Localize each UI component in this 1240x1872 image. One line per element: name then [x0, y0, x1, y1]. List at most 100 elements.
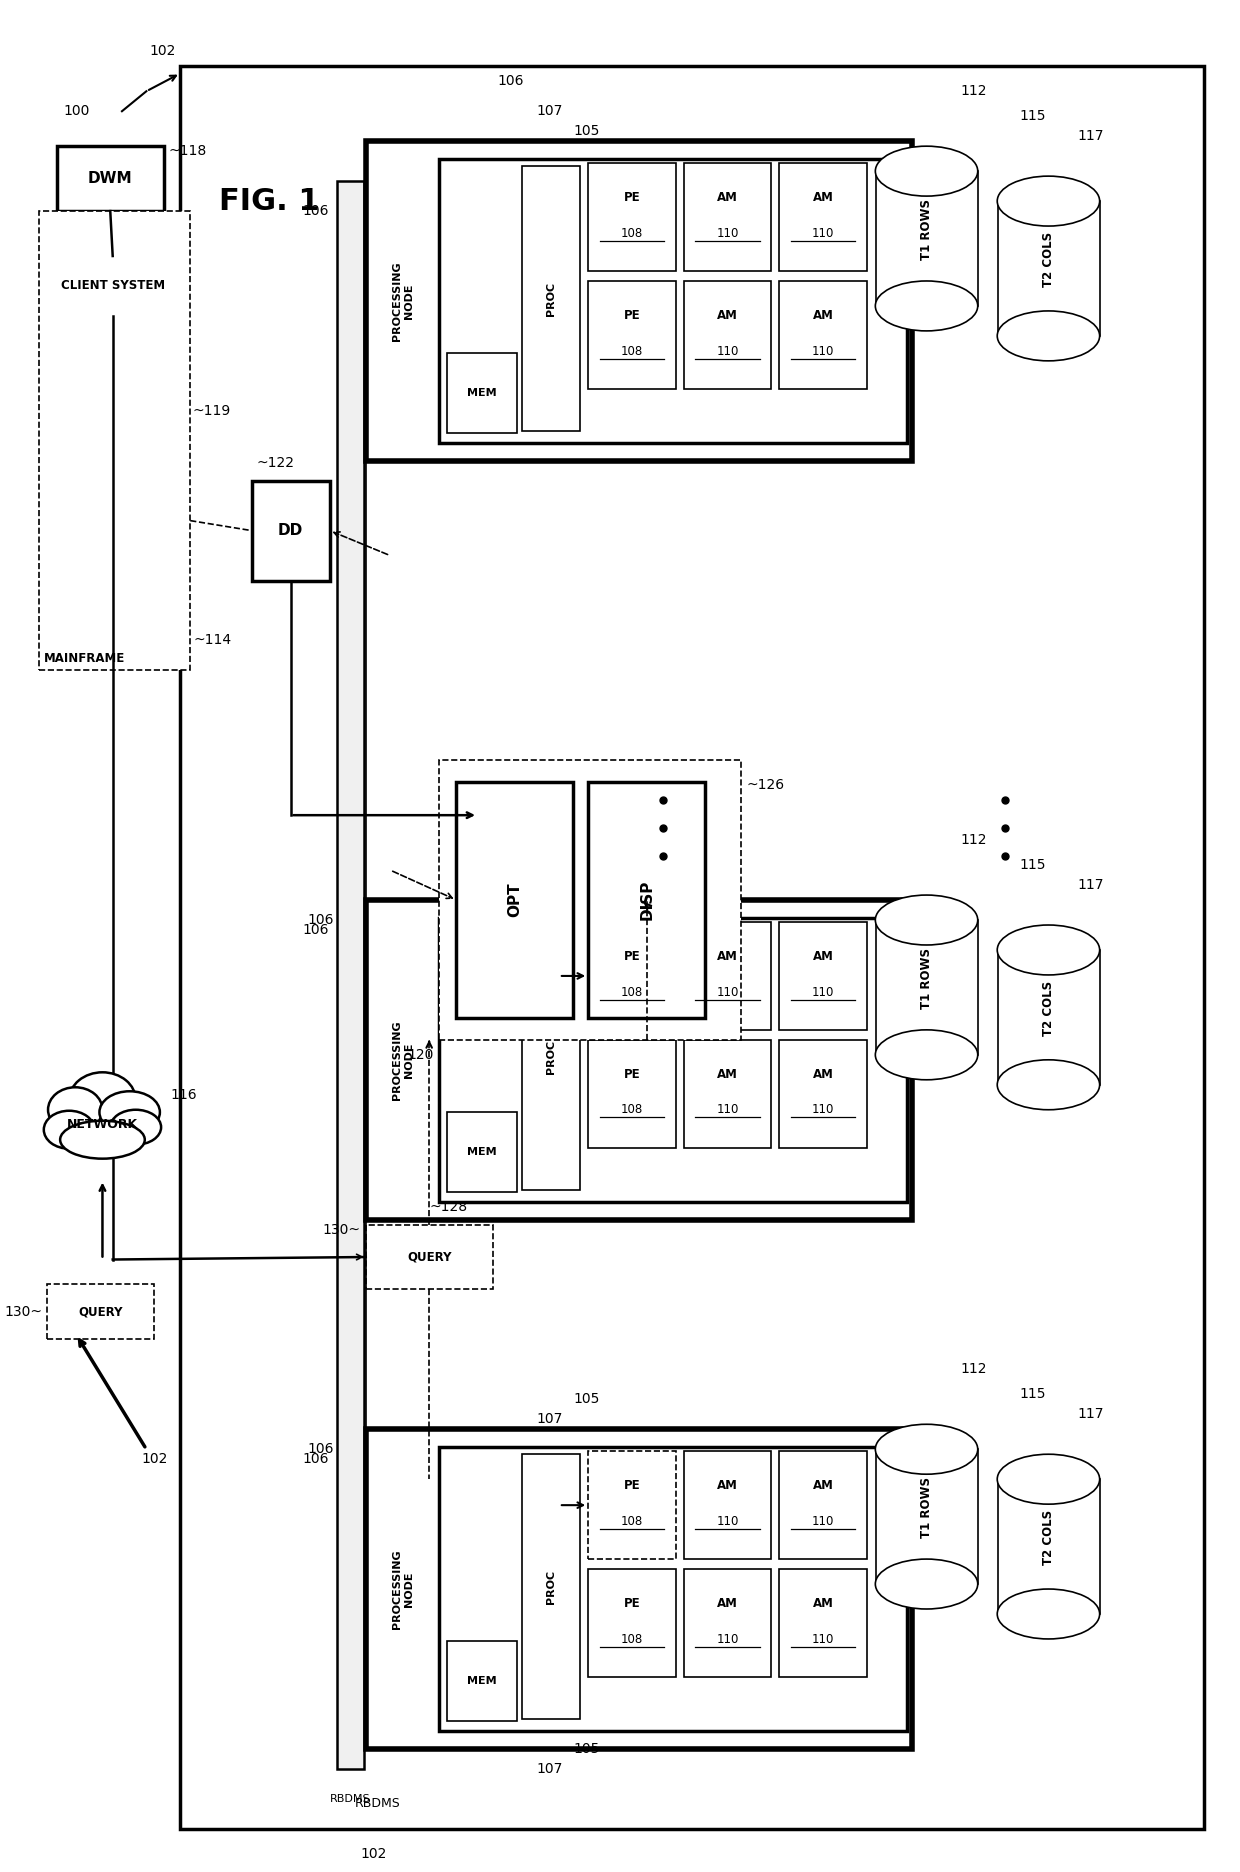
Text: ~128: ~128 — [429, 1200, 467, 1213]
Text: MEM: MEM — [467, 1675, 497, 1687]
Text: DWM: DWM — [88, 170, 133, 185]
Text: 108: 108 — [621, 1103, 644, 1116]
Ellipse shape — [875, 1030, 977, 1080]
Text: 110: 110 — [812, 344, 835, 358]
Bar — [779, 1569, 867, 1677]
Text: 110: 110 — [717, 1514, 739, 1528]
Text: 120: 120 — [408, 1048, 434, 1061]
Text: ~114: ~114 — [193, 633, 232, 648]
Bar — [47, 1284, 154, 1338]
Text: AM: AM — [812, 1067, 833, 1080]
Bar — [875, 919, 978, 1054]
Text: AM: AM — [717, 1479, 738, 1492]
Bar — [181, 66, 1204, 1829]
Ellipse shape — [43, 1110, 94, 1149]
Ellipse shape — [997, 1589, 1100, 1640]
Bar — [522, 925, 580, 1189]
Text: ~118: ~118 — [169, 144, 207, 157]
Bar — [366, 900, 911, 1219]
Bar — [588, 782, 706, 1018]
Bar — [998, 949, 1100, 1084]
Bar — [683, 1451, 771, 1559]
Text: T1 ROWS: T1 ROWS — [920, 949, 932, 1009]
Bar — [47, 256, 179, 316]
Text: PROCESSING
NODE: PROCESSING NODE — [392, 1020, 414, 1099]
Bar — [439, 159, 906, 444]
Text: FIG. 1: FIG. 1 — [219, 187, 320, 215]
Bar — [439, 917, 906, 1202]
Text: 102: 102 — [361, 1846, 387, 1861]
Ellipse shape — [60, 1121, 145, 1159]
Text: 117: 117 — [1078, 129, 1104, 142]
Bar — [522, 1455, 580, 1718]
Text: AM: AM — [812, 1597, 833, 1610]
Text: T2 COLS: T2 COLS — [1042, 1511, 1055, 1565]
Bar — [252, 481, 330, 580]
Text: RBDMS: RBDMS — [330, 1793, 371, 1805]
Text: AM: AM — [812, 191, 833, 204]
Text: 110: 110 — [717, 227, 739, 240]
Text: CLIENT SYSTEM: CLIENT SYSTEM — [61, 279, 165, 292]
Text: PE: PE — [624, 1597, 640, 1610]
Text: PROC: PROC — [546, 1041, 556, 1075]
Bar — [998, 1479, 1100, 1614]
Ellipse shape — [997, 925, 1100, 975]
Bar — [336, 182, 363, 1769]
Bar — [366, 1224, 492, 1290]
Text: 108: 108 — [621, 1632, 644, 1645]
Text: 110: 110 — [812, 1514, 835, 1528]
Bar — [779, 1451, 867, 1559]
Text: 110: 110 — [812, 1632, 835, 1645]
Text: 110: 110 — [717, 987, 739, 998]
Text: 106: 106 — [308, 1441, 334, 1456]
Ellipse shape — [875, 281, 977, 331]
Text: 115: 115 — [1019, 1387, 1045, 1402]
Bar — [875, 170, 978, 305]
Text: AM: AM — [812, 1479, 833, 1492]
Bar — [366, 1428, 911, 1748]
Text: DD: DD — [278, 522, 304, 537]
Bar — [40, 212, 190, 670]
Ellipse shape — [997, 176, 1100, 227]
Text: 110: 110 — [812, 987, 835, 998]
Text: T2 COLS: T2 COLS — [1042, 981, 1055, 1037]
Bar — [683, 1039, 771, 1148]
Bar — [779, 281, 867, 389]
Text: AM: AM — [717, 1597, 738, 1610]
Text: PE: PE — [624, 1479, 640, 1492]
Bar — [998, 200, 1100, 335]
Text: 115: 115 — [1019, 857, 1045, 872]
Bar — [683, 1569, 771, 1677]
Text: PROC: PROC — [546, 1569, 556, 1604]
Text: 108: 108 — [621, 987, 644, 998]
Text: NETWORK: NETWORK — [67, 1118, 138, 1131]
Text: 130~: 130~ — [4, 1305, 42, 1320]
Text: PROCESSING
NODE: PROCESSING NODE — [392, 1550, 414, 1629]
Bar — [522, 167, 580, 431]
Bar — [588, 1039, 676, 1148]
Bar — [439, 760, 742, 1039]
Text: PE: PE — [624, 191, 640, 204]
Text: PROC: PROC — [546, 281, 556, 316]
Text: 112: 112 — [961, 84, 987, 97]
Bar — [446, 1112, 517, 1192]
Bar — [683, 163, 771, 271]
Text: 110: 110 — [812, 227, 835, 240]
Text: 110: 110 — [812, 1103, 835, 1116]
Text: 105: 105 — [573, 1741, 600, 1756]
Text: 106: 106 — [303, 204, 329, 217]
Text: 105: 105 — [573, 124, 600, 139]
Text: 106: 106 — [303, 1453, 329, 1466]
Text: 106: 106 — [497, 75, 525, 88]
Text: 117: 117 — [1078, 878, 1104, 893]
Text: PE: PE — [624, 1067, 640, 1080]
Text: 102: 102 — [141, 1453, 167, 1466]
Text: ~122: ~122 — [257, 455, 295, 470]
Text: 100: 100 — [63, 105, 89, 118]
Bar — [588, 923, 676, 1030]
Bar — [446, 1642, 517, 1720]
Text: PE: PE — [624, 309, 640, 322]
Bar — [779, 163, 867, 271]
Text: 108: 108 — [621, 1514, 644, 1528]
Text: MEM: MEM — [467, 388, 497, 399]
